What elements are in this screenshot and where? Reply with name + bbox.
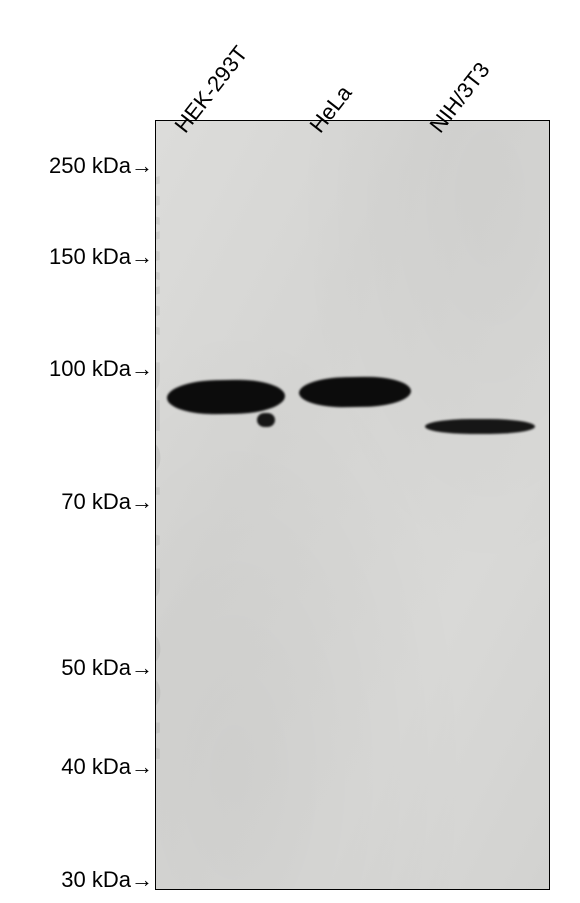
- protein-band: [257, 413, 275, 427]
- protein-band: [425, 419, 535, 434]
- mw-marker-label: 70 kDa→: [61, 489, 153, 515]
- mw-marker-label: 30 kDa→: [61, 867, 153, 893]
- figure-container: WWW.PTGLAB.COM HEK-293THeLaNIH/3T3 250 k…: [0, 0, 580, 903]
- mw-marker-label: 50 kDa→: [61, 655, 153, 681]
- mw-marker-label: 40 kDa→: [61, 754, 153, 780]
- blot-membrane: WWW.PTGLAB.COM: [155, 120, 550, 890]
- mw-marker-label: 250 kDa→: [49, 153, 153, 179]
- mw-marker-label: 150 kDa→: [49, 244, 153, 270]
- mw-marker-label: 100 kDa→: [49, 356, 153, 382]
- watermark-text: WWW.PTGLAB.COM: [155, 176, 171, 768]
- membrane-texture: [156, 121, 549, 889]
